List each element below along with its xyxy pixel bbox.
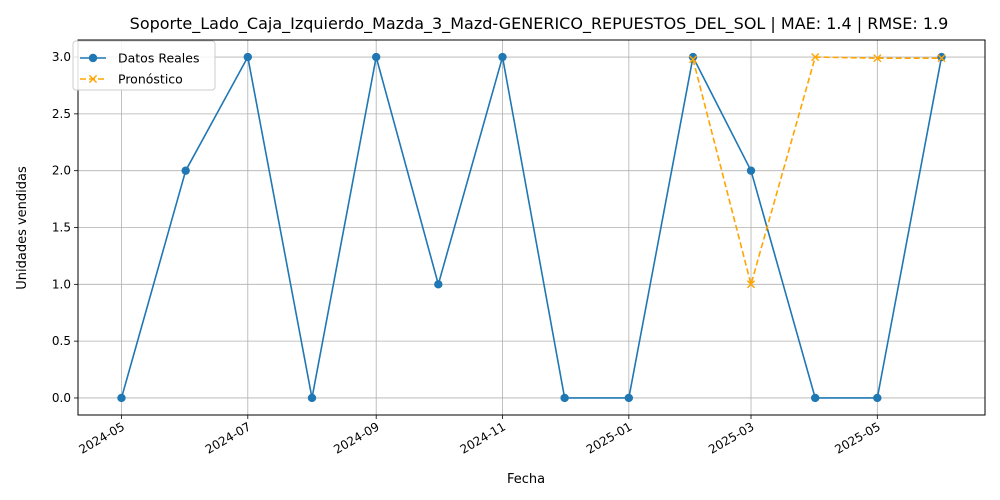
data-point — [243, 52, 253, 62]
y-tick-label: 0.0 — [52, 391, 71, 405]
y-tick-label: 1.5 — [52, 221, 71, 235]
legend-label: Pronóstico — [118, 72, 183, 87]
data-point — [937, 52, 946, 62]
chart-title: Soporte_Lado_Caja_Izquierdo_Mazda_3_Mazd… — [130, 14, 949, 34]
x-axis-label: Fecha — [507, 472, 545, 487]
forecast-point — [811, 52, 820, 62]
data-point — [307, 393, 317, 403]
grid — [78, 40, 985, 415]
y-tick-label: 3.0 — [52, 50, 71, 64]
y-tick-label: 2.5 — [52, 107, 71, 121]
x-tick-label: 2024-07 — [203, 419, 253, 456]
y-tick-label: 2.0 — [52, 164, 71, 178]
y-tick-label: 1.0 — [52, 277, 71, 291]
x-tick-label: 2025-05 — [832, 419, 882, 456]
data-point — [560, 393, 569, 403]
legend: Datos Reales Pronóstico — [72, 40, 216, 91]
legend-frame — [72, 40, 216, 91]
data-point — [117, 393, 126, 403]
data-point — [810, 393, 820, 403]
forecast-point — [688, 55, 698, 64]
series-line-datos-reales — [120, 56, 943, 399]
forecast-point — [937, 54, 946, 63]
x-tick-label: 2025-03 — [706, 419, 756, 456]
x-tick-label: 2024-05 — [77, 419, 127, 456]
x-tick-label: 2024-09 — [331, 419, 381, 456]
y-tick-label: 0.5 — [52, 334, 71, 348]
data-point — [371, 52, 381, 62]
data-point — [498, 52, 507, 62]
forecast-point — [746, 280, 756, 289]
x-axis: 2024-05 2024-07 2024-09 2024-11 2025-01 2025-… — [77, 415, 883, 457]
data-point — [688, 52, 698, 62]
legend-swatch-marker — [88, 53, 98, 63]
series-layer — [117, 52, 946, 403]
data-point — [746, 166, 756, 175]
y-axis: 0.0 0.5 1.0 1.5 2.0 2.5 3.0 — [52, 50, 78, 405]
x-tick-label: 2025-01 — [584, 419, 634, 456]
data-point — [181, 166, 190, 175]
x-tick-label: 2024-11 — [458, 419, 508, 456]
data-point — [624, 393, 634, 403]
y-axis-label: Unidades vendidas — [15, 166, 30, 290]
forecast-point — [873, 54, 882, 63]
legend-swatch-marker — [88, 74, 98, 84]
data-point — [434, 280, 443, 289]
legend-label: Datos Reales — [118, 51, 199, 66]
data-point — [873, 393, 882, 403]
